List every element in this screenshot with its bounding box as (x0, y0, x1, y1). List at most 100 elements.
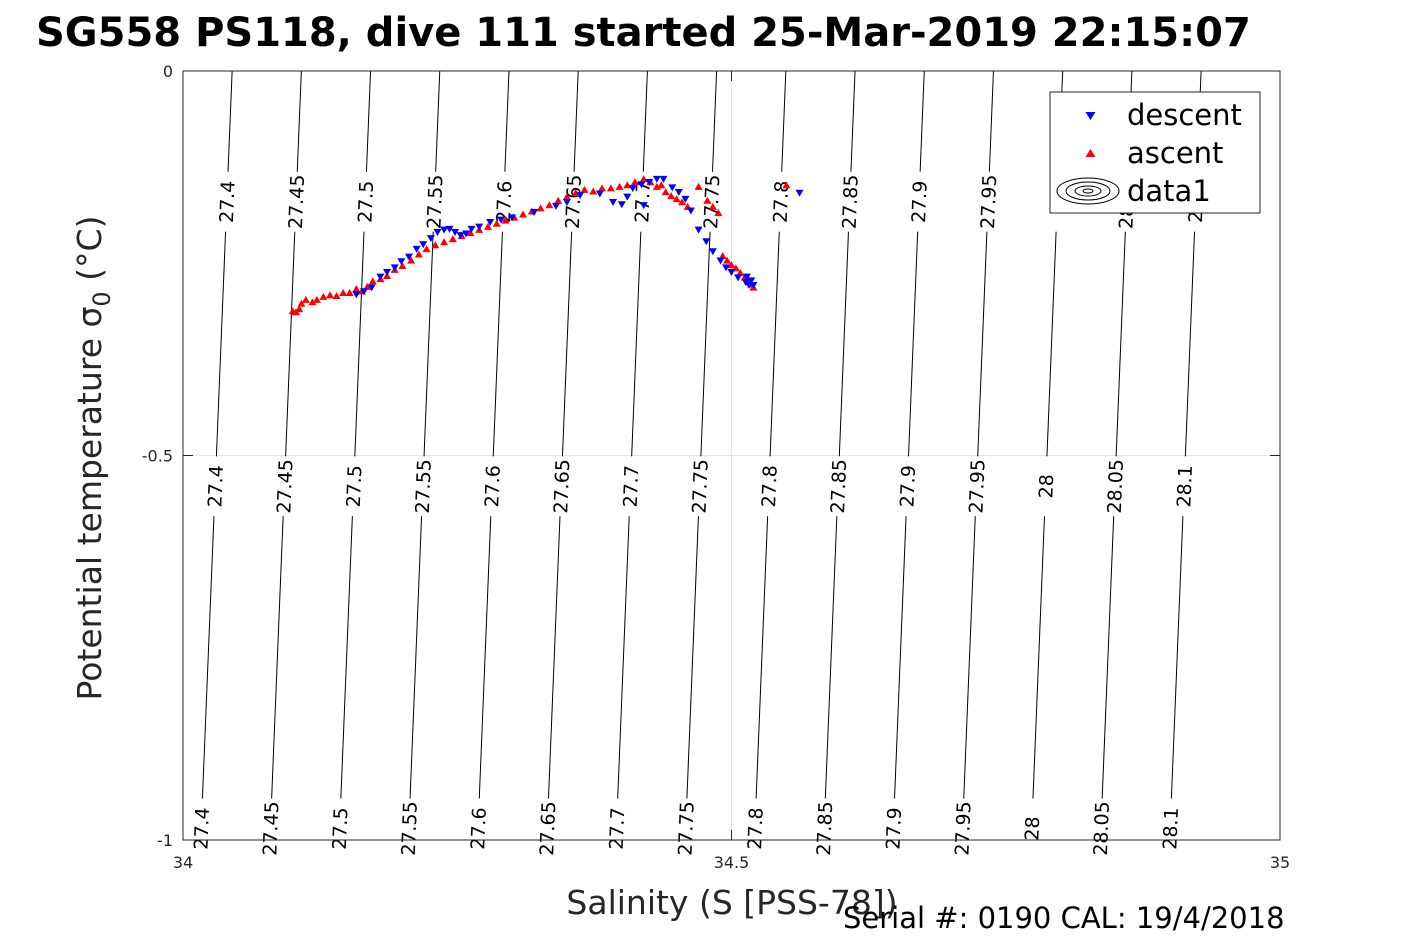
contour-label-bg-11-2 (881, 798, 906, 859)
contour-label-bg-7-2 (604, 798, 629, 859)
legend-data1-contour-icon (1056, 177, 1120, 205)
y-tick-label-1: -0.5 (142, 447, 173, 466)
ascent-point-58 (708, 202, 717, 210)
descent-point-35 (659, 175, 668, 183)
contour-label-bg-14-2 (1088, 798, 1114, 859)
contour-label-11-2: 27.9 (882, 807, 906, 850)
ascent-point-33 (519, 210, 528, 218)
descent-point-49 (747, 277, 756, 285)
descent-point-40 (694, 226, 703, 234)
legend-ascent-marker (1085, 149, 1096, 157)
x-axis-ticks: 34 34.5 35 (173, 71, 1290, 872)
contour-label-5-0: 27.6 (493, 180, 517, 223)
contour-label-bg-15-1 (1171, 455, 1197, 517)
ascent-point-64 (736, 268, 745, 276)
ascent-point-25 (448, 235, 457, 243)
contour-label-3-0: 27.5 (354, 180, 378, 223)
contour-label-bg-11-1 (895, 455, 920, 517)
descent-point-4 (383, 268, 392, 276)
y-axis-ticks: 0 -0.5 -1 (142, 62, 1280, 850)
descent-point-34 (652, 175, 661, 183)
y-tick-label-0: 0 (163, 62, 173, 81)
ascent-point-8 (325, 291, 334, 299)
ascent-point-9 (332, 292, 341, 300)
ascent-point-44 (615, 182, 624, 190)
ascent-point-46 (630, 178, 639, 186)
descent-point-45 (727, 268, 736, 276)
descent-point-36 (668, 184, 677, 192)
ascent-point-41 (589, 187, 598, 195)
contour-label-bg-15-2 (1157, 798, 1183, 859)
contour-label-3-1: 27.5 (343, 465, 367, 508)
descent-point-52 (795, 189, 804, 197)
ascent-point-57 (703, 196, 712, 204)
ascent-point-36 (545, 201, 554, 209)
descent-point-24 (562, 198, 571, 206)
ascent-point-14 (363, 282, 372, 290)
contour-label-2-0: 27.45 (285, 174, 309, 229)
contour-label-8-0: 27.75 (700, 174, 724, 229)
contour-label-bg-5-1 (479, 455, 505, 517)
descent-point-29 (623, 193, 632, 201)
contour-label-bg-1-0 (214, 171, 240, 233)
contour-label-6-2: 27.65 (536, 801, 560, 856)
descent-point-25 (576, 192, 585, 200)
contour-label-bg-6-2 (535, 798, 560, 859)
ascent-point-20 (407, 256, 416, 264)
contour-label-bg-4-0 (422, 171, 447, 233)
descent-point-3 (376, 273, 385, 281)
descent-point-14 (451, 228, 460, 236)
ascent-point-6 (312, 295, 321, 303)
ascent-point-35 (536, 204, 545, 212)
descent-point-44 (722, 264, 731, 272)
ascent-point-21 (414, 250, 423, 258)
contour-label-15-2: 28.1 (1159, 807, 1183, 850)
contour-label-bg-14-1 (1102, 455, 1128, 517)
descent-point-2 (367, 284, 376, 292)
serial-calibration-note: Serial #: 0190 CAL: 19/4/2018 (843, 901, 1285, 935)
ascent-point-15 (368, 277, 377, 285)
descent-point-12 (440, 226, 449, 234)
ascent-point-10 (339, 288, 348, 296)
ascent-point-54 (678, 198, 687, 206)
contour-label-13-2: 28 (1021, 816, 1044, 841)
contour-label-7-0: 27.7 (631, 180, 655, 223)
descent-point-11 (433, 228, 442, 236)
contour-label-bg-9-2 (742, 798, 768, 859)
descent-point-46 (734, 274, 743, 282)
contour-label-3-2: 27.5 (329, 807, 353, 850)
descent-point-39 (686, 207, 695, 215)
contour-label-bg-8-1 (687, 455, 712, 517)
y-tick-label-2: -1 (157, 831, 173, 850)
ascent-point-40 (580, 185, 589, 193)
descent-point-26 (595, 190, 604, 198)
contour-label-13-1: 28 (1035, 474, 1058, 499)
contour-label-2-1: 27.45 (273, 459, 297, 514)
contour-label-bg-8-2 (673, 798, 698, 859)
descent-point-15 (456, 232, 465, 240)
contour-label-bg-3-1 (341, 455, 366, 517)
ascent-point-51 (661, 188, 670, 196)
descent-point-18 (475, 223, 484, 231)
ascent-point-50 (657, 181, 666, 189)
legend-descent-marker (1085, 112, 1096, 120)
descent-point-28 (617, 201, 626, 209)
contour-label-4-2: 27.55 (398, 801, 422, 856)
chart-title: SG558 PS118, dive 111 started 25-Mar-201… (36, 10, 1251, 56)
ascent-point-61 (723, 256, 732, 264)
contour-label-bg-10-0 (837, 171, 862, 233)
contour-label-9-2: 27.8 (744, 807, 768, 850)
x-tick-label-0: 34 (173, 853, 193, 872)
contour-label-bg-12-2 (950, 798, 975, 859)
ascent-point-7 (319, 292, 328, 300)
ascent-point-22 (422, 245, 431, 253)
contour-label-6-1: 27.65 (550, 459, 574, 514)
contour-label-12-1: 27.95 (965, 459, 989, 514)
contour-label-bg-12-1 (964, 455, 989, 517)
ascent-point-30 (492, 219, 501, 227)
contour-label-bg-6-1 (549, 455, 574, 517)
x-tick-label-1: 34.5 (714, 853, 750, 872)
descent-point-27 (609, 198, 618, 206)
ascent-point-2 (295, 305, 304, 313)
descent-point-21 (508, 214, 517, 222)
